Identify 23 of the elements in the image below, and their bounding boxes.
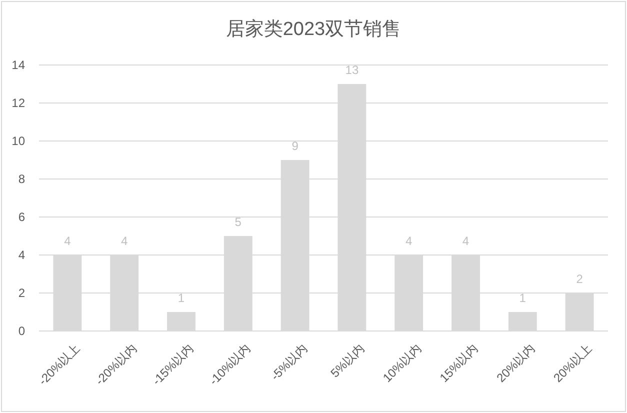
data-label: 4 [462,234,470,248]
y-tick-label: 2 [18,286,26,300]
y-tick-label: 10 [12,134,26,148]
y-tick-label: 14 [12,58,26,72]
data-label: 1 [519,291,526,305]
data-label: 5 [234,215,242,229]
data-label: 2 [576,272,584,286]
bar [167,312,196,331]
data-label: 13 [345,63,359,77]
x-tick-label: -5%以内 [268,341,310,384]
y-tick-label: 12 [12,96,26,110]
data-label: 9 [292,139,299,153]
data-label: 1 [178,291,185,305]
y-tick-label: 6 [18,210,26,224]
chart-title: 居家类2023双节销售 [226,18,402,40]
x-tick-label: 5%以内 [328,341,368,380]
y-tick-label: 4 [18,248,26,262]
data-label: 4 [121,234,128,248]
bar [508,312,537,331]
data-label: 4 [406,234,413,248]
y-tick-label: 0 [18,324,26,338]
y-tick-label: 8 [18,172,26,186]
data-label: 4 [64,234,72,248]
